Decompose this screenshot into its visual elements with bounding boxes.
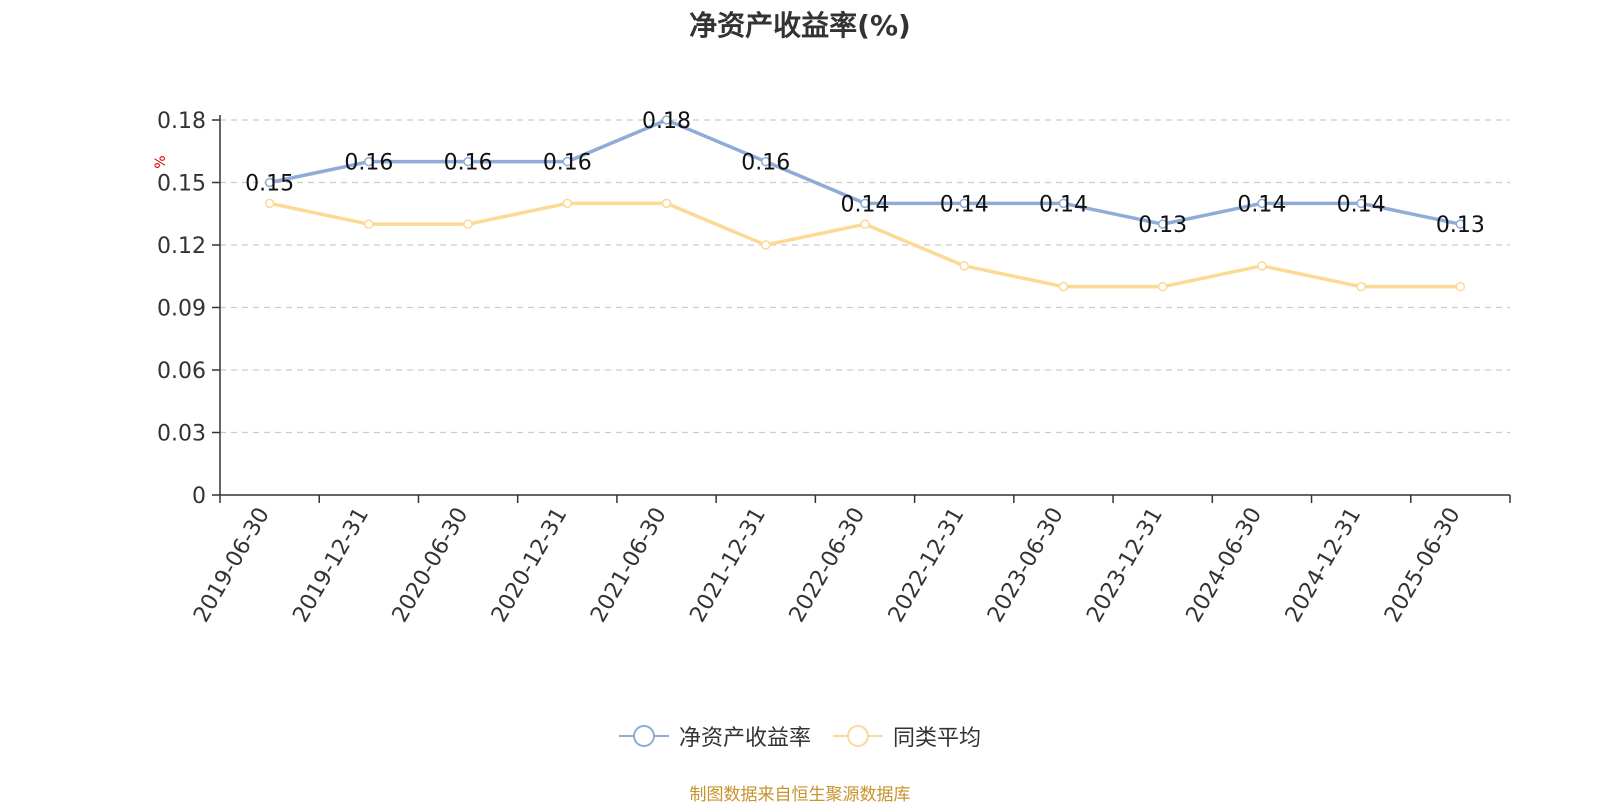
- data-point: [860, 198, 870, 209]
- data-point: [860, 219, 870, 229]
- data-point: [264, 198, 275, 209]
- x-tick-label: 2020-12-31: [487, 504, 573, 627]
- x-tick-label: 2021-12-31: [685, 504, 771, 627]
- data-label: 0.18: [642, 109, 691, 134]
- y-tick-label: 0.03: [157, 422, 206, 447]
- x-tick-label: 2023-06-30: [983, 504, 1069, 627]
- x-tick-label: 2020-06-30: [388, 503, 474, 626]
- data-point: [1058, 281, 1069, 292]
- data-label: 0.14: [1237, 192, 1286, 217]
- x-tick-label: 2022-12-31: [884, 503, 970, 626]
- data-point: [562, 198, 573, 209]
- y-tick-label: 0.06: [157, 359, 206, 384]
- y-tick-label: 0.09: [157, 297, 206, 322]
- data-point: [1356, 198, 1366, 209]
- series-lines: [264, 115, 1466, 292]
- data-point: [463, 156, 473, 167]
- data-label: 0.13: [1436, 213, 1485, 238]
- x-tick-label: 2024-06-30: [1182, 504, 1268, 627]
- legend-roe-marker-icon: [618, 725, 669, 747]
- data-label: 0.16: [444, 151, 493, 176]
- data-label: 0.13: [1138, 213, 1187, 238]
- data-label: 0.14: [841, 192, 890, 217]
- data-label: 0.14: [940, 192, 989, 217]
- legend-label-roe: 净资产收益率: [678, 726, 811, 751]
- chart-title: 净资产收益率(%): [689, 9, 911, 42]
- data-label: 0.16: [543, 151, 592, 176]
- data-label: 0.14: [1039, 192, 1088, 217]
- data-labels: 0.15 0.16 0.16 0.16 0.18 0.16 0.14 0.14 0.14 0.13…: [245, 109, 1485, 238]
- grid-lines: [220, 119, 1510, 434]
- legend: 净资产收益率 同类平均: [0, 720, 1600, 752]
- data-label: 0.16: [344, 151, 393, 176]
- data-point: [364, 156, 374, 167]
- data-point: [959, 261, 969, 271]
- data-point: [264, 177, 275, 188]
- legend-item-roe[interactable]: 净资产收益率: [618, 720, 811, 752]
- y-axis-label: %: [153, 155, 169, 168]
- data-point: [463, 219, 473, 229]
- data-point: [364, 219, 374, 229]
- data-point: [1356, 281, 1366, 292]
- x-tick-label: 2025-06-30: [1380, 504, 1466, 627]
- legend-item-peer-average[interactable]: 同类平均: [833, 720, 981, 752]
- x-tick-label: 2019-06-30: [189, 504, 275, 627]
- data-point: [562, 156, 573, 167]
- y-tick-label: 0.15: [157, 172, 206, 197]
- data-point: [761, 156, 771, 167]
- x-tick-label: 2024-12-31: [1281, 504, 1367, 627]
- data-point: [761, 240, 771, 250]
- data-label: 0.15: [245, 172, 294, 197]
- data-label: 0.14: [1337, 192, 1386, 217]
- x-tick-label: 2019-12-31: [288, 504, 374, 627]
- data-point: [1257, 198, 1267, 209]
- data-point: [1058, 198, 1069, 209]
- data-point: [1157, 219, 1168, 229]
- x-tick-label: 2021-06-30: [586, 504, 672, 627]
- y-tick-label: 0.18: [157, 109, 206, 134]
- data-point: [1455, 281, 1466, 292]
- axes: 0 0.03 0.06 0.09 0.12 0.15 0.18% 2019-06-30 2019…: [153, 109, 1511, 627]
- y-tick-label: 0: [192, 484, 206, 509]
- legend-label-peer-average: 同类平均: [893, 726, 982, 751]
- x-tick-label: 2023-12-31: [1082, 504, 1168, 627]
- x-tick-label: 2022-06-30: [785, 504, 871, 627]
- legend-peer-marker-icon: [833, 725, 883, 747]
- data-point: [959, 198, 969, 209]
- source-note: 制图数据来自恒生聚源数据库: [689, 785, 911, 805]
- data-label: 0.16: [741, 151, 790, 176]
- data-point: [661, 115, 672, 125]
- data-point: [1455, 219, 1466, 229]
- data-point: [661, 198, 672, 209]
- y-tick-label: 0.12: [157, 234, 206, 259]
- data-point: [1257, 261, 1267, 271]
- data-point: [1157, 281, 1168, 292]
